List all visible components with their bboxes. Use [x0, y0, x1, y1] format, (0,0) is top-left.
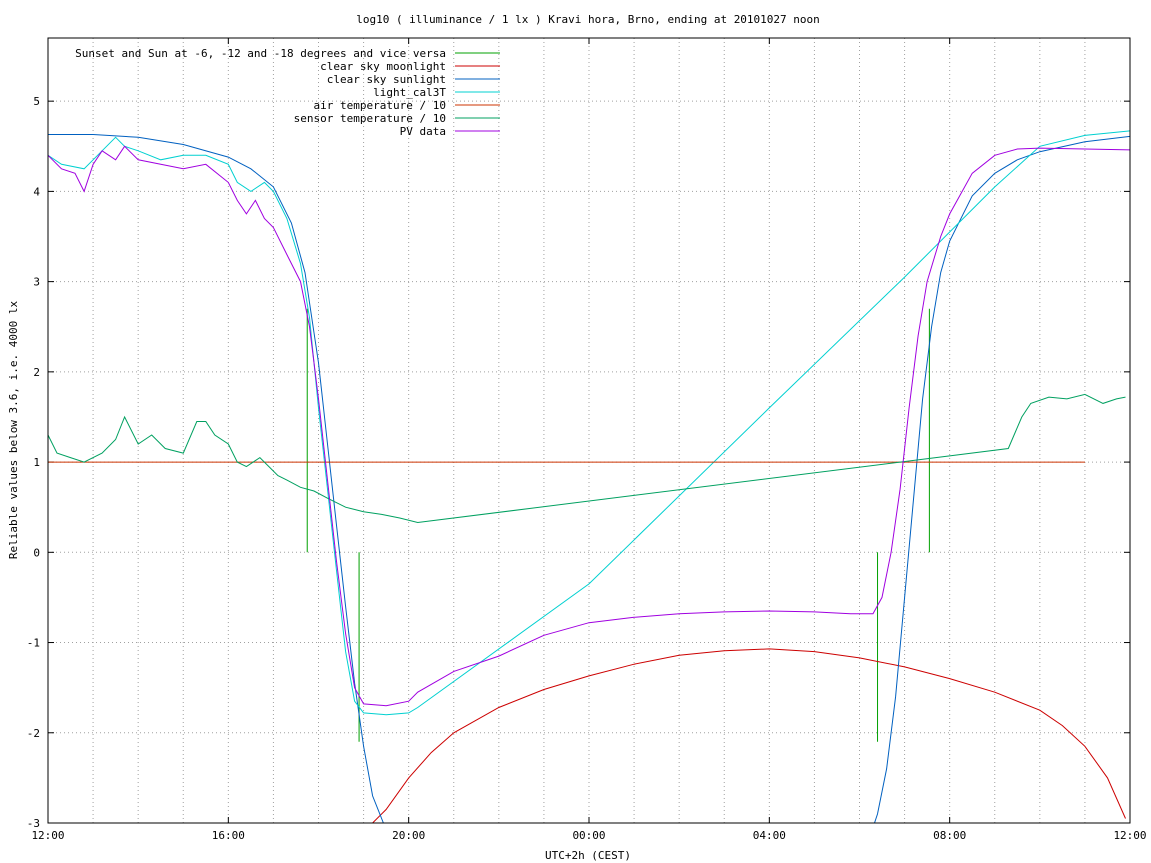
x-tick-label: 08:00	[933, 829, 966, 842]
axis-ticks: 12:00 16:00 20:00 00:00 04:00 08:00 12:00-3-2-…	[27, 38, 1147, 842]
series-lines	[48, 130, 1130, 823]
legend-label: air temperature / 10	[314, 99, 446, 112]
x-axis-label: UTC+2h (CEST)	[545, 849, 631, 862]
x-tick-label: 12:00	[31, 829, 64, 842]
legend-label: clear sky moonlight	[320, 60, 446, 73]
y-tick-label: -3	[27, 817, 40, 830]
x-tick-label: 20:00	[392, 829, 425, 842]
y-tick-label: 4	[33, 185, 40, 198]
legend-label: sensor temperature / 10	[294, 112, 446, 125]
y-tick-label: 2	[33, 366, 40, 379]
legend-label: clear sky sunlight	[327, 73, 446, 86]
y-tick-label: 5	[33, 95, 40, 108]
legend-label: Sunset and Sun at -6, -12 and -18 degree…	[75, 47, 446, 60]
plot-frame	[47, 37, 1131, 824]
x-tick-label: 12:00	[1113, 829, 1146, 842]
chart-title: log10 ( illuminance / 1 lx ) Kravi hora,…	[356, 13, 820, 26]
x-tick-label: 16:00	[212, 829, 245, 842]
y-tick-label: -2	[27, 727, 40, 740]
series-line-5	[48, 393, 1126, 524]
series-line-2	[48, 134, 1130, 823]
y-axis-label: Reliable values below 3.6, i.e. 4000 lx	[7, 300, 20, 559]
legend: Sunset and Sun at -6, -12 and -18 degree…	[75, 47, 500, 138]
series-line-6	[48, 145, 1130, 707]
legend-label: PV data	[400, 125, 446, 138]
legend-label: light_cal3T	[373, 86, 446, 99]
series-line-3	[48, 130, 1130, 716]
x-tick-label: 00:00	[572, 829, 605, 842]
y-tick-label: 0	[33, 546, 40, 559]
grid-lines	[48, 38, 1130, 823]
y-tick-label: 1	[33, 456, 40, 469]
series-line-1	[372, 648, 1126, 823]
y-tick-label: -1	[27, 637, 40, 650]
y-tick-label: 3	[33, 276, 40, 289]
x-tick-label: 04:00	[753, 829, 786, 842]
